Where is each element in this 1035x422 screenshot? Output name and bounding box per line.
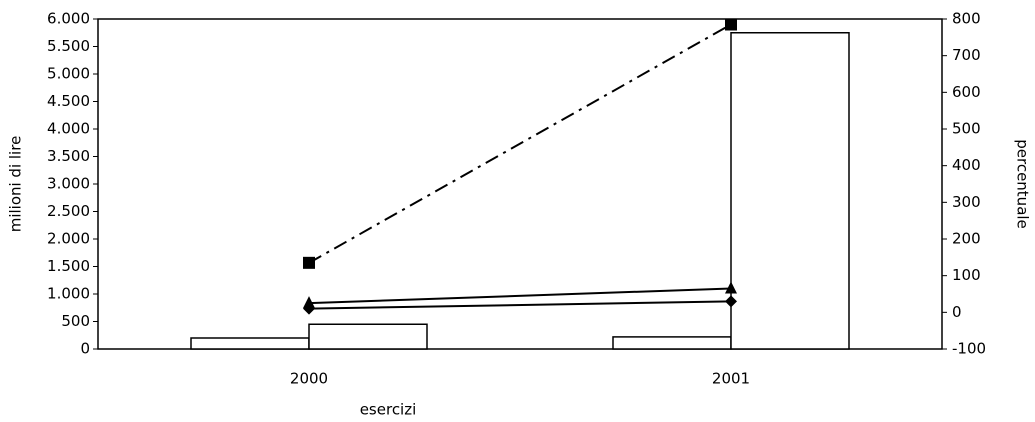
- marker: [725, 18, 737, 31]
- marker: [303, 302, 315, 315]
- y-tick-label: 6.000: [47, 10, 90, 28]
- line: [308, 287, 732, 305]
- bar: [612, 336, 732, 350]
- bar: [190, 337, 310, 350]
- y-tick-label: 4.000: [47, 120, 90, 138]
- y2-tick-label: 400: [952, 156, 981, 174]
- y-tick-label: 1.000: [47, 285, 90, 303]
- marker: [725, 281, 737, 294]
- y2-tick-label: 300: [952, 193, 981, 211]
- marker: [725, 295, 737, 308]
- y2-tick-label: 800: [952, 10, 981, 28]
- y-axis-title: milioni di lire: [7, 136, 25, 233]
- y2-tick-label: 0: [952, 303, 962, 321]
- y-tick-label: 2.500: [47, 202, 90, 220]
- y2-tick-label: 200: [952, 230, 981, 248]
- y-tick-label: 4.500: [47, 92, 90, 110]
- y-tick-label: 3.000: [47, 175, 90, 193]
- y-tick-label: 500: [61, 312, 90, 330]
- y-tick-label: 3.500: [47, 147, 90, 165]
- y2-tick-label: 700: [952, 46, 981, 64]
- y2-tick-label: 600: [952, 83, 981, 101]
- x-tick-label: 2000: [290, 370, 328, 388]
- y-tick-label: 2.000: [47, 230, 90, 248]
- marker: [303, 256, 315, 269]
- y2-tick-label: -100: [952, 340, 986, 358]
- bar: [308, 323, 428, 350]
- y-tick-label: 1.500: [47, 257, 90, 275]
- y-tick-label: 0: [80, 340, 90, 358]
- x-tick-label: 2001: [712, 370, 750, 388]
- line: [308, 23, 732, 264]
- bar: [730, 32, 850, 350]
- x-axis-title: esercizi: [360, 401, 417, 419]
- y-tick-label: 5.000: [47, 65, 90, 83]
- y2-tick-label: 500: [952, 120, 981, 138]
- line: [308, 300, 732, 310]
- y2-tick-label: 100: [952, 266, 981, 284]
- y-tick-label: 5.500: [47, 37, 90, 55]
- marker: [303, 296, 315, 309]
- y2-axis-title: percentuale: [1014, 139, 1032, 229]
